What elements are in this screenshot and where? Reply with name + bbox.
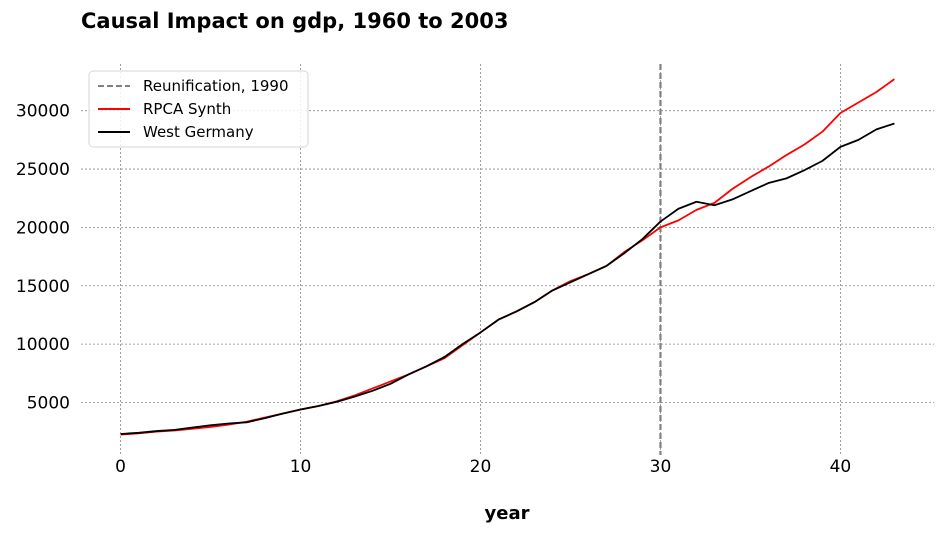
y-tick-label: 10000 — [16, 335, 70, 355]
x-tick-labels: 0 10 20 30 40 — [115, 457, 851, 477]
y-tick-labels: 5000 10000 15000 20000 25000 30000 — [16, 102, 70, 414]
y-tick-label: 5000 — [27, 393, 70, 413]
x-tick-label: 40 — [830, 457, 852, 477]
legend: Reunification, 1990 RPCA Synth West German… — [88, 70, 309, 148]
legend-label: Reunification, 1990 — [143, 77, 289, 95]
series-line-west-germany — [120, 122, 895, 435]
series-group — [120, 78, 895, 436]
x-tick-label: 10 — [290, 457, 312, 477]
x-tick-label: 30 — [650, 457, 672, 477]
x-axis-label: year — [485, 503, 530, 524]
y-tick-label: 25000 — [16, 160, 70, 180]
y-tick-label: 30000 — [16, 102, 70, 122]
legend-box — [88, 70, 309, 148]
y-tick-label: 20000 — [16, 218, 70, 238]
x-tick-label: 20 — [470, 457, 492, 477]
y-tick-label: 15000 — [16, 277, 70, 297]
legend-label: West Germany — [143, 123, 254, 141]
legend-label: RPCA Synth — [143, 100, 231, 118]
x-tick-label: 0 — [115, 457, 126, 477]
chart-title: Causal Impact on gdp, 1960 to 2003 — [81, 9, 508, 33]
